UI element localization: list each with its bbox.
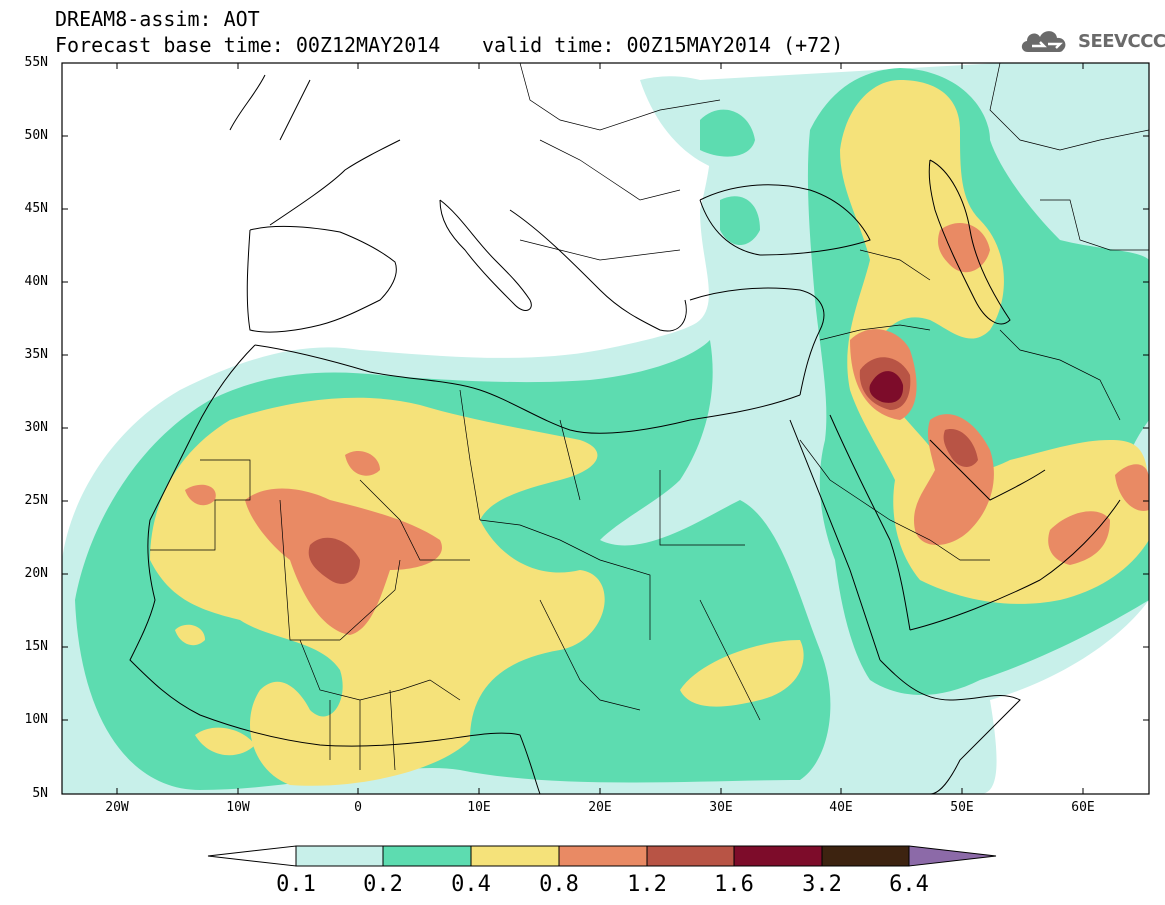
lon-label: 20W <box>105 800 129 815</box>
lat-label: 15N <box>24 639 48 654</box>
colorbar-label: 0.4 <box>451 872 491 897</box>
cloud-icon <box>1021 31 1066 52</box>
colorbar-bin-0.1 <box>295 845 384 867</box>
colorbar-bin-3.2 <box>821 845 910 867</box>
lon-label: 60E <box>1071 800 1095 815</box>
colorbar-bin-1.6 <box>733 845 823 867</box>
colorbar <box>207 845 997 867</box>
lon-label: 30E <box>709 800 733 815</box>
colorbar-bin-1.2 <box>646 845 735 867</box>
colorbar-label: 0.1 <box>276 872 316 897</box>
coastlines <box>129 74 1121 794</box>
lat-label: 25N <box>24 493 48 508</box>
forecast-base-time: Forecast base time: 00Z12MAY2014 <box>55 33 441 57</box>
colorbar-label: 1.6 <box>714 872 754 897</box>
lat-label: 45N <box>24 201 48 216</box>
lat-label: 50N <box>24 128 48 143</box>
colorbar-over <box>908 845 997 867</box>
colorbar-label: 6.4 <box>889 872 929 897</box>
lon-label: 40E <box>829 800 853 815</box>
colorbar-bin-0.4 <box>470 845 560 867</box>
seevccc-logo: SEEVCCC <box>1018 24 1165 58</box>
valid-time: valid time: 00Z15MAY2014 (+72) <box>482 33 844 57</box>
axis-ticks <box>62 62 1149 794</box>
lon-label: 10W <box>226 800 250 815</box>
lat-label: 5N <box>32 786 48 801</box>
lat-label: 20N <box>24 566 48 581</box>
lat-label: 10N <box>24 712 48 727</box>
lon-label: 50E <box>950 800 974 815</box>
lon-label: 10E <box>467 800 491 815</box>
lat-label: 55N <box>24 55 48 70</box>
colorbar-bin-0.2 <box>382 845 472 867</box>
colorbar-label: 3.2 <box>802 872 842 897</box>
colorbar-under <box>207 845 297 867</box>
lon-label: 0 <box>354 800 362 815</box>
lon-label: 20E <box>588 800 612 815</box>
lat-label: 30N <box>24 420 48 435</box>
lat-label: 40N <box>24 274 48 289</box>
colorbar-label: 1.2 <box>627 872 667 897</box>
colorbar-label: 0.2 <box>363 872 403 897</box>
map-title: DREAM8-assim: AOT <box>55 7 260 31</box>
aot-level-1.6 <box>869 371 904 403</box>
borders <box>150 63 1149 771</box>
logo-text: SEEVCCC <box>1078 30 1165 52</box>
colorbar-label: 0.8 <box>539 872 579 897</box>
lat-label: 35N <box>24 347 48 362</box>
colorbar-bin-0.8 <box>558 845 648 867</box>
